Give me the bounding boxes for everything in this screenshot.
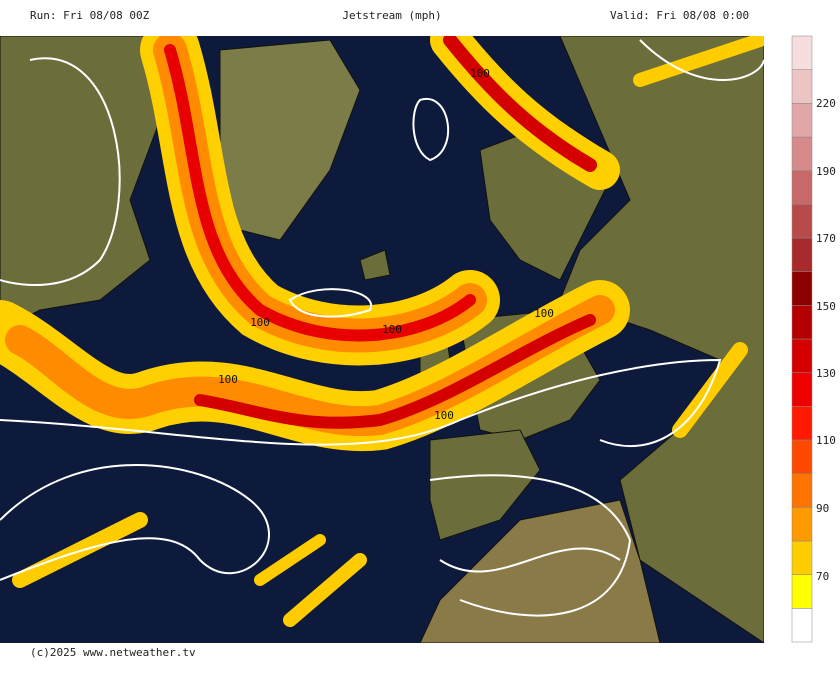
colorbar-band	[791, 338, 813, 373]
contour-label: 100	[534, 307, 554, 320]
colorbar-band	[791, 540, 813, 575]
contour-label: 100	[250, 316, 270, 329]
colorbar-band	[791, 305, 813, 340]
colorbar-band	[791, 608, 813, 643]
contour-label: 100	[218, 373, 238, 386]
colorbar-band	[791, 103, 813, 138]
contour-labels: 100 100 100 100 100 100	[218, 67, 554, 422]
jet-streams	[0, 36, 764, 627]
colorbar-band	[791, 372, 813, 407]
map-title: Jetstream (mph)	[342, 9, 441, 22]
contour-label: 100	[382, 323, 402, 336]
colorbar-label: 70	[816, 570, 829, 583]
colorbar-band	[791, 507, 813, 542]
footer: (c)2025 www.netweather.tv	[30, 646, 196, 659]
colorbar-label: 90	[816, 502, 829, 515]
colorbar-label: 150	[816, 300, 836, 313]
colorbar-band	[791, 170, 813, 205]
colorbar: 70 90 110 130 150 170 190 220	[791, 35, 836, 643]
colorbar-band	[791, 136, 813, 171]
colorbar-label: 220	[816, 97, 836, 110]
colorbar-band	[791, 439, 813, 474]
colorbar-label: 190	[816, 165, 836, 178]
contour-label: 100	[470, 67, 490, 80]
colorbar-label: 170	[816, 232, 836, 245]
colorbar-band	[791, 237, 813, 272]
colorbar-band	[791, 473, 813, 508]
contours	[0, 39, 764, 617]
run-label: Run: Fri 08/08 00Z	[30, 9, 150, 22]
colorbar-band	[791, 35, 813, 70]
colorbar-band	[791, 204, 813, 239]
valid-label: Valid: Fri 08/08 0:00	[610, 9, 749, 22]
colorbar-label: 130	[816, 367, 836, 380]
colorbar-band	[791, 69, 813, 104]
map: 100 100 100 100 100 100	[0, 36, 764, 643]
contour-label: 100	[434, 409, 454, 422]
colorbar-band	[791, 574, 813, 609]
colorbar-label: 110	[816, 434, 836, 447]
colorbar-band	[791, 406, 813, 441]
colorbar-band	[791, 271, 813, 306]
